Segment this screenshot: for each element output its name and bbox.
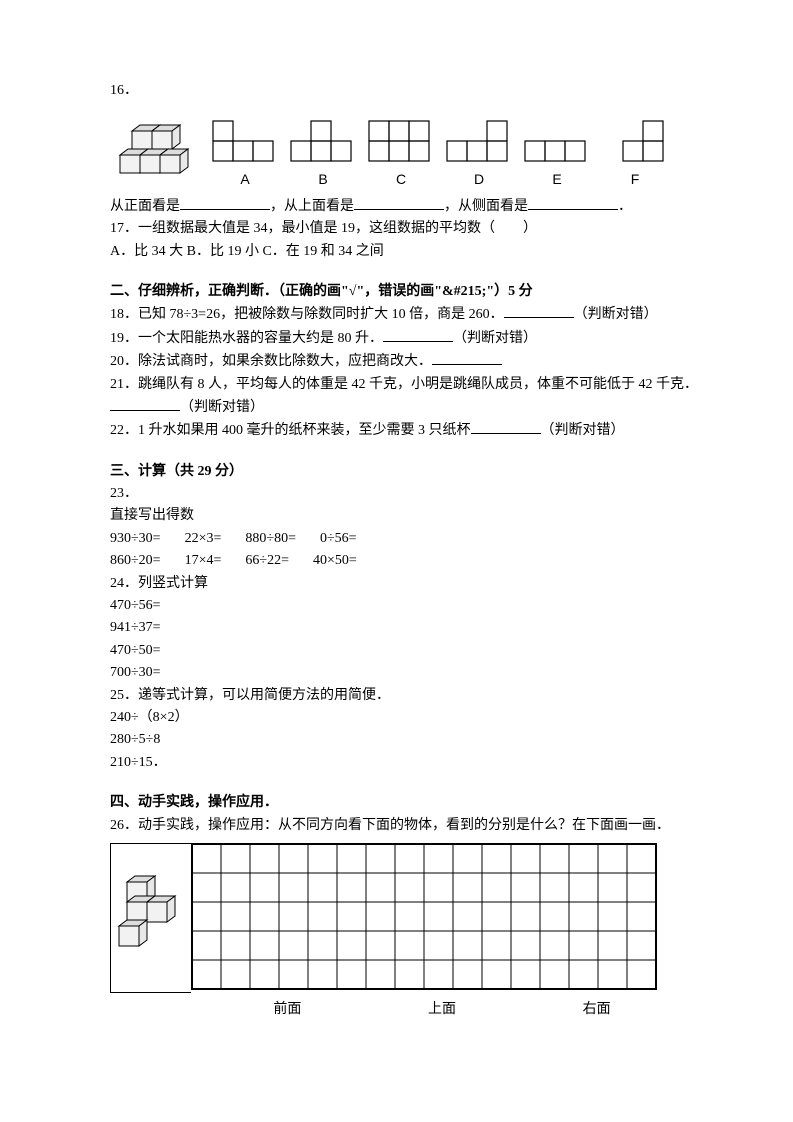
q17-line2: A．比 34 大 B．比 19 小 C．在 19 和 34 之间 (110, 241, 703, 263)
q26-figure-row (110, 843, 703, 993)
q16-diagram-row: A B (110, 120, 703, 190)
grid-label-front: 前面 (273, 999, 301, 1021)
q24-item: 470÷56= (110, 595, 703, 617)
option-label-f: F (631, 168, 640, 190)
q16-option-d: D (446, 120, 512, 190)
q24-item: 941÷37= (110, 617, 703, 639)
q26-text: 26．动手实践，操作应用：从不同方向看下面的物体，看到的分别是什么？在下面画一画… (110, 815, 703, 837)
option-a-shape (212, 120, 278, 164)
q16-text-3: ，从侧面看是 (444, 199, 528, 214)
q20-blank[interactable] (432, 350, 502, 365)
grid-label-right: 右面 (583, 999, 611, 1021)
q18-suffix: （判断对错） (574, 307, 658, 322)
option-f-shape (602, 120, 668, 164)
q19-line: 19．一个太阳能热水器的容量大约是 80 升． （判断对错） (110, 327, 703, 350)
grid-label-top: 上面 (428, 999, 456, 1021)
option-b-shape (290, 120, 356, 164)
q16-text-2: ，从上面看是 (270, 199, 354, 214)
q21-blank[interactable] (110, 396, 180, 411)
q25-title: 25．递等式计算，可以用简便方法的用简便． (110, 685, 703, 707)
q16-fill-line: 从正面看是 ，从上面看是 ，从侧面看是 ． (110, 195, 703, 218)
calc-cell: 40×50= (313, 550, 357, 572)
q26-grid-labels: 前面 上面 右面 (210, 999, 674, 1021)
option-label-d: D (474, 168, 484, 190)
q26-grid[interactable] (191, 843, 657, 990)
q24-title: 24．列竖式计算 (110, 573, 703, 595)
q16-blank-1[interactable] (180, 195, 270, 210)
calc-cell: 860÷20= (110, 550, 161, 572)
option-label-a: A (240, 168, 249, 190)
section-3-head: 三、计算（共 29 分） (110, 461, 703, 483)
q23-row2: 860÷20= 17×4= 66÷22= 40×50= (110, 550, 703, 572)
section-4-head: 四、动手实践，操作应用． (110, 792, 703, 814)
option-label-b: B (318, 168, 327, 190)
calc-cell: 880÷80= (245, 528, 296, 550)
q24-item: 700÷30= (110, 662, 703, 684)
q22-blank[interactable] (471, 419, 541, 434)
q18-text: 18．已知 78÷3=26，把被除数与除数同时扩大 10 倍，商是 260． (110, 307, 504, 322)
q16-blank-3[interactable] (528, 195, 618, 210)
option-d-shape (446, 120, 512, 164)
calc-cell: 17×4= (185, 550, 222, 572)
q19-blank[interactable] (383, 327, 453, 342)
q16-blank-2[interactable] (354, 195, 444, 210)
q22-text: 22．1 升水如果用 400 毫升的纸杯来装，至少需要 3 只纸杯 (110, 423, 471, 438)
calc-cell: 66÷22= (245, 550, 289, 572)
q19-suffix: （判断对错） (453, 331, 537, 346)
calc-cell: 0÷56= (320, 528, 357, 550)
q16-text-1: 从正面看是 (110, 199, 180, 214)
q16-option-b: B (290, 120, 356, 190)
q16-number: 16． (110, 80, 703, 102)
q16-option-f: F (602, 120, 668, 190)
q22-suffix: （判断对错） (541, 423, 625, 438)
q21-line: 21．跳绳队有 8 人，平均每人的体重是 42 千克，小明是跳绳队成员，体重不可… (110, 374, 703, 420)
q26-3d-figure (110, 843, 191, 993)
section-2-head: 二、仔细辨析，正确判断．（正确的画"√"，错误的画"&#215;"）5 分 (110, 281, 703, 303)
q16-option-c: C (368, 120, 434, 190)
q25-item: 280÷5÷8 (110, 729, 703, 751)
q16-option-e: E (524, 140, 590, 190)
q20-text: 20．除法试商时，如果余数比除数大，应把商改大． (110, 354, 432, 369)
option-label-c: C (396, 168, 406, 190)
q22-line: 22．1 升水如果用 400 毫升的纸杯来装，至少需要 3 只纸杯 （判断对错） (110, 419, 703, 442)
q19-text: 19．一个太阳能热水器的容量大约是 80 升． (110, 331, 383, 346)
q20-line: 20．除法试商时，如果余数比除数大，应把商改大． (110, 350, 703, 373)
q25-item: 210÷15． (110, 752, 703, 774)
q23-subtitle: 直接写出得数 (110, 505, 703, 527)
q21-suffix: （判断对错） (180, 400, 264, 415)
q18-line: 18．已知 78÷3=26，把被除数与除数同时扩大 10 倍，商是 260． （判… (110, 303, 703, 326)
q16-option-a: A (212, 120, 278, 190)
q18-blank[interactable] (504, 303, 574, 318)
q21-text: 21．跳绳队有 8 人，平均每人的体重是 42 千克，小明是跳绳队成员，体重不可… (110, 377, 698, 392)
calc-cell: 22×3= (185, 528, 222, 550)
q24-item: 470÷50= (110, 640, 703, 662)
q17-line1: 17．一组数据最大值是 34，最小值是 19，这组数据的平均数（ ） (110, 218, 703, 240)
q16-3d-figure (110, 121, 200, 191)
option-label-e: E (552, 168, 561, 190)
q23-number: 23． (110, 483, 703, 505)
q16-text-4: ． (618, 199, 632, 214)
option-e-shape (524, 140, 590, 164)
q23-row1: 930÷30= 22×3= 880÷80= 0÷56= (110, 528, 703, 550)
q25-item: 240÷（8×2） (110, 707, 703, 729)
calc-cell: 930÷30= (110, 528, 161, 550)
option-c-shape (368, 120, 434, 164)
